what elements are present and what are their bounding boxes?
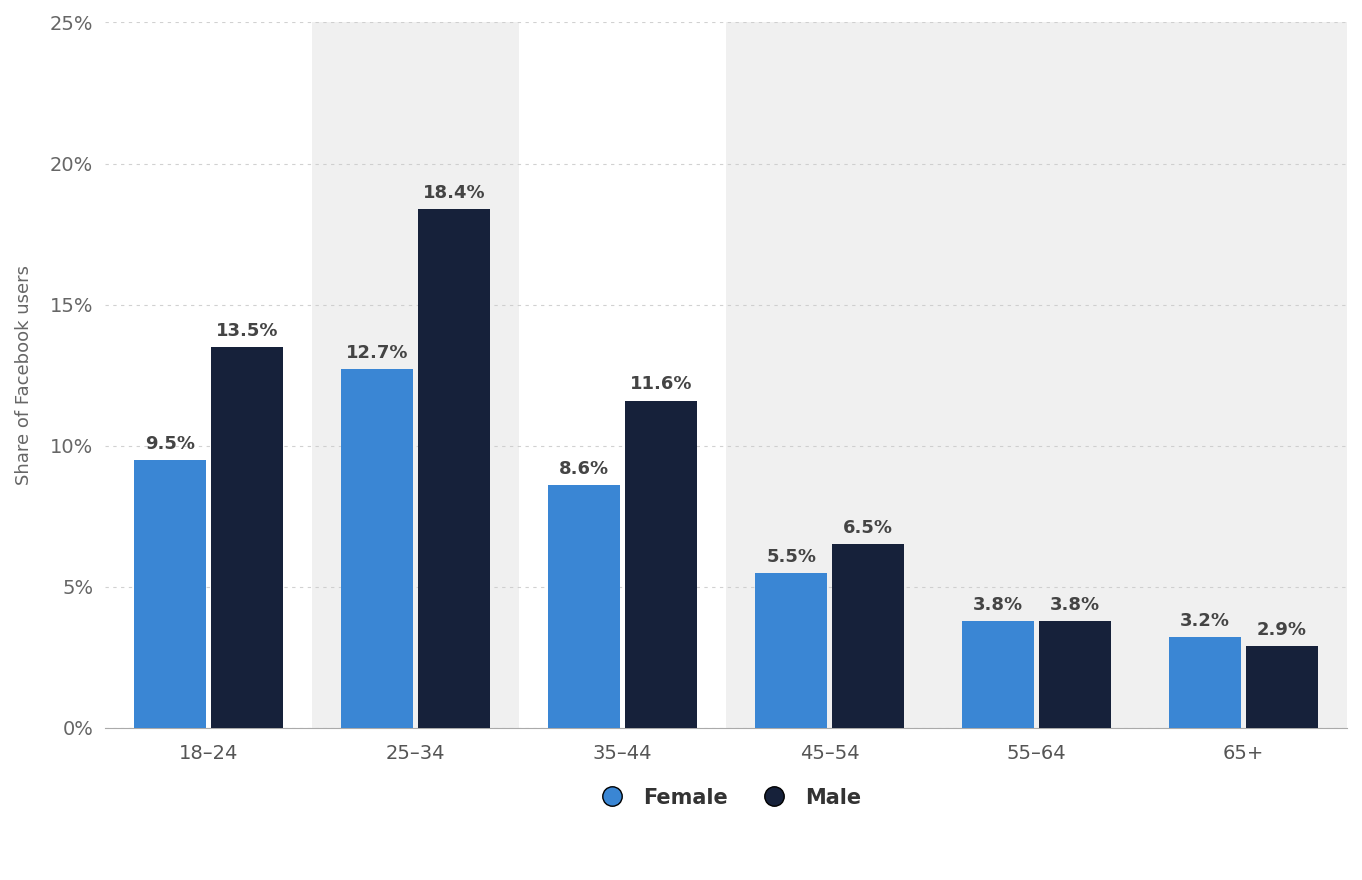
Bar [312,23,519,728]
Bar [1169,637,1241,728]
Text: 12.7%: 12.7% [346,344,409,363]
Bar [1140,23,1347,728]
Y-axis label: Share of Facebook users: Share of Facebook users [15,265,33,485]
Text: 6.5%: 6.5% [843,519,892,538]
Bar [105,23,312,728]
Text: 3.8%: 3.8% [1050,596,1100,613]
Text: 2.9%: 2.9% [1257,621,1306,639]
Bar [755,573,828,728]
Bar [211,347,283,728]
Bar [832,545,904,728]
Bar [625,400,697,728]
Text: 9.5%: 9.5% [146,435,195,452]
Bar [519,23,726,728]
Text: 11.6%: 11.6% [629,376,692,393]
Text: 13.5%: 13.5% [215,322,278,340]
Text: 3.8%: 3.8% [972,596,1023,613]
Bar [1246,646,1318,728]
Legend: Female, Male: Female, Male [583,780,869,816]
Bar [340,370,414,728]
Text: 5.5%: 5.5% [767,547,816,566]
Bar [133,459,207,728]
Text: 3.2%: 3.2% [1181,612,1230,630]
Text: 18.4%: 18.4% [422,184,485,202]
Text: 8.6%: 8.6% [560,460,609,478]
Bar [933,23,1140,728]
Bar [962,620,1034,728]
Bar [418,209,490,728]
Bar [548,485,621,728]
Bar [726,23,933,728]
Bar [1039,620,1111,728]
